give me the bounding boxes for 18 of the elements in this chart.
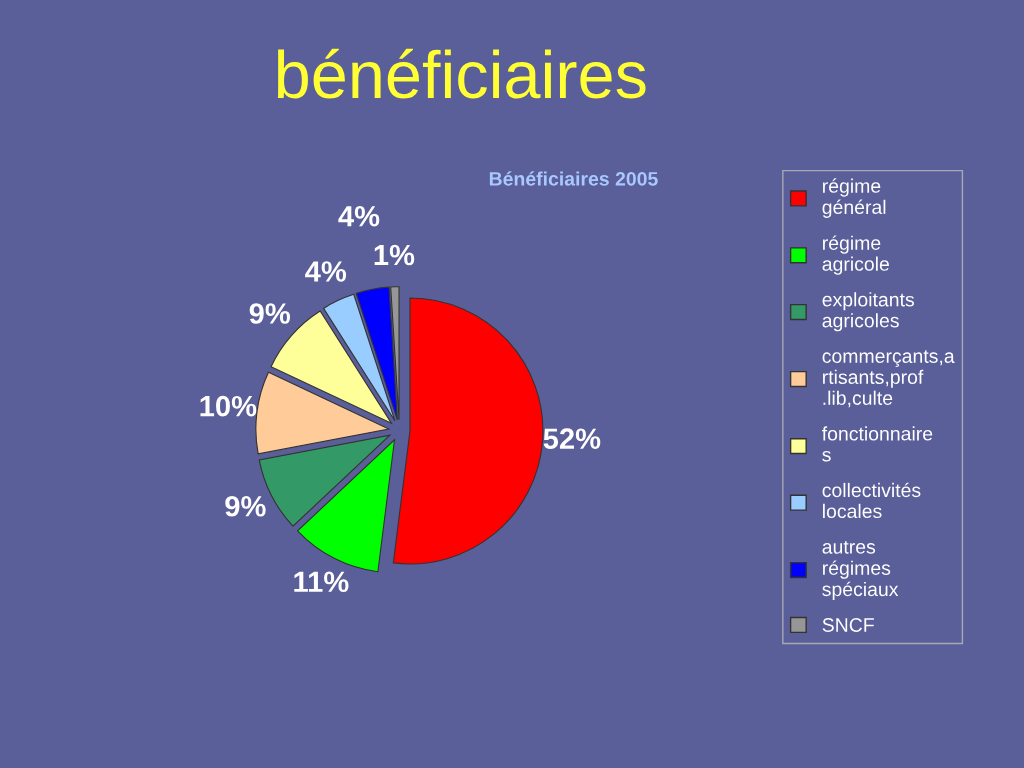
- data-label: 52%: [543, 428, 601, 449]
- legend-label: régime agricole: [822, 235, 889, 275]
- legend-label: exploitants agricoles: [822, 292, 914, 332]
- legend-label: commerçants,artisants,prof.lib,culte: [822, 350, 955, 408]
- data-label: 11%: [294, 571, 349, 593]
- data-label: 10%: [200, 395, 257, 417]
- chart-title: bénéficiaires: [277, 48, 646, 99]
- data-label: 1%: [374, 244, 415, 266]
- data-label: 9%: [249, 303, 291, 324]
- legend-label: autres régimes spéciaux: [822, 540, 899, 600]
- data-label: 9%: [225, 495, 266, 517]
- data-label: 4%: [305, 261, 347, 282]
- data-label: 4%: [338, 205, 380, 227]
- legend-label: SNCF: [822, 618, 874, 632]
- legend-label: régime général: [822, 178, 886, 218]
- legend-label: collectivités locales: [822, 482, 921, 519]
- chart-subtitle: Bénéficiaires 2005: [489, 171, 658, 186]
- legend-label: fonctionnaires: [822, 426, 933, 462]
